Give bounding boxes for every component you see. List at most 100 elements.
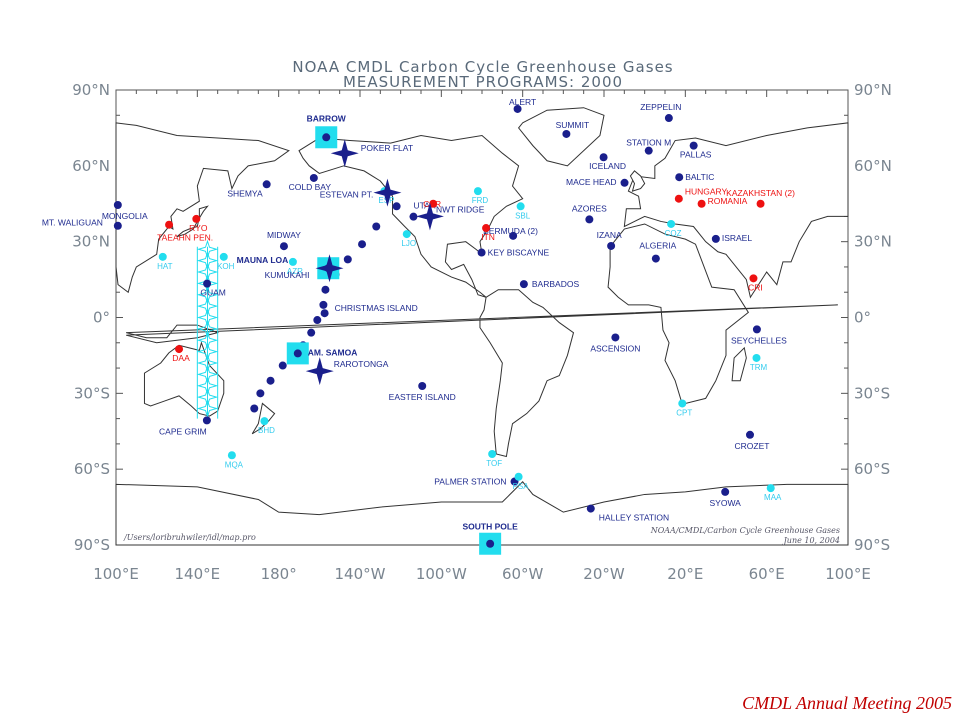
- station-label: KOH: [217, 262, 235, 271]
- station-marker: [766, 484, 775, 493]
- lon-tick-label: 100°E: [93, 565, 139, 583]
- lon-tick-label: 100°W: [416, 565, 467, 583]
- station-label: HUNGARY: [685, 187, 728, 197]
- observatory-label: MAUNA LOA: [237, 255, 289, 265]
- aircraft-site-label: POKER FLAT: [361, 143, 413, 153]
- station-marker: [175, 345, 184, 354]
- landmass-japan: [176, 205, 209, 238]
- cruise-sample-point: [278, 361, 287, 370]
- station-marker: [599, 153, 608, 162]
- cruise-sample-point: [372, 222, 381, 231]
- station-label: LJO: [401, 239, 416, 248]
- station-label: COZ: [665, 229, 682, 238]
- landmass-antarctica: [115, 481, 849, 546]
- landmass-eurasia: [623, 122, 849, 299]
- station-label: MAA: [764, 493, 782, 502]
- cruise-sample-point: [256, 389, 265, 398]
- lat-tick-label-left: 30°N: [72, 233, 110, 251]
- lon-tick-label: 100°E: [825, 565, 871, 583]
- cruise-sample-point: [313, 316, 322, 325]
- station-label: MONGOLIA: [102, 211, 148, 221]
- station-label: AZORES: [572, 203, 607, 213]
- aircraft-site-label: ESTEVAN PT.: [320, 190, 374, 200]
- observatory-label: SOUTH POLE: [463, 522, 519, 532]
- ship-sample-star: [196, 251, 219, 271]
- cruise-sample-point: [358, 240, 367, 249]
- station-marker: [409, 212, 418, 221]
- station-marker: [674, 194, 683, 203]
- station-marker: [429, 199, 438, 208]
- station-label: ROMANIA: [708, 196, 748, 206]
- lat-tick-label-right: 60°S: [854, 460, 890, 478]
- landmass-asia-east: [115, 122, 290, 294]
- ship-sample-star: [196, 364, 219, 384]
- station-marker: [113, 201, 122, 210]
- station-marker: [675, 173, 684, 182]
- observatory-label: AM. SAMOA: [308, 347, 358, 357]
- ship-sample-star: [196, 285, 219, 305]
- landmass-uk: [629, 170, 646, 192]
- station-label: ZEPPELIN: [640, 102, 681, 112]
- footer-caption: CMDL Annual Meeting 2005: [742, 693, 952, 713]
- station-label: CAPE GRIM: [159, 426, 207, 436]
- aircraft-site-label: RAROTONGA: [334, 359, 389, 369]
- axis-labels: 100°E 140°E 180° 140°W 100°W 60°W 20°W 20°E 60°E…: [72, 81, 892, 583]
- aircraft-site-star: [330, 139, 359, 168]
- station-marker: [477, 248, 486, 257]
- ship-sample-star: [196, 387, 219, 407]
- ship-sample-star: [196, 307, 219, 328]
- station-label: ASCENSION: [590, 343, 640, 353]
- station-marker: [260, 417, 269, 426]
- station-label: FRD: [472, 196, 489, 205]
- cruise-sample-point: [343, 255, 352, 264]
- station-label: GUAM: [200, 288, 226, 298]
- station-label: ISRAEL: [722, 233, 753, 243]
- station-label: CROZET: [735, 441, 770, 451]
- lat-tick-label-left: 60°S: [74, 460, 110, 478]
- station-marker: [678, 399, 687, 408]
- station-marker: [418, 382, 427, 391]
- credit-right-line1: NOAA/CMDL/Carbon Cycle Greenhouse Gases: [650, 526, 840, 535]
- cruise-sample-point: [321, 285, 330, 294]
- station-label: HALLEY STATION: [599, 513, 669, 523]
- station-marker: [262, 180, 271, 189]
- station-label: BERMUDA (2): [483, 226, 538, 236]
- lat-tick-label-right: 90°S: [854, 536, 890, 554]
- cruise-sample-point: [319, 300, 328, 309]
- lon-tick-label: 20°E: [667, 565, 703, 583]
- station-label: TAEAHN PEN.: [157, 233, 213, 243]
- map-title-line2: MEASUREMENT PROGRAMS: 2000: [343, 73, 623, 91]
- station-label: CAR: [423, 199, 441, 209]
- station-label: ALGERIA: [639, 241, 676, 251]
- station-marker: [488, 450, 497, 458]
- landmass-africa: [607, 223, 750, 404]
- station-marker: [482, 224, 491, 233]
- lon-tick-label: 60°W: [502, 565, 544, 583]
- station-marker: [749, 274, 758, 283]
- station-marker: [711, 234, 720, 243]
- station-marker: [721, 487, 730, 496]
- station-marker: [689, 141, 698, 150]
- station-label: SUMMIT: [556, 120, 590, 130]
- station-label: SYOWA: [710, 498, 742, 508]
- station-label: PSA: [513, 482, 530, 491]
- station-label: DAA: [172, 353, 190, 363]
- station-marker: [514, 472, 523, 481]
- lon-tick-label: 180°: [261, 565, 297, 583]
- station-marker: [586, 504, 595, 513]
- station-label: MIDWAY: [267, 230, 301, 240]
- station-label: TRM: [750, 363, 768, 372]
- station-label: EASTER ISLAND: [389, 392, 456, 402]
- station-marker: [309, 173, 318, 182]
- aircraft-sites: POKER FLAT ESTEVAN PT. NWT RIDGE RAROTONGA K…: [265, 139, 485, 386]
- station-marker: [562, 129, 571, 138]
- station-label: SHEMYA: [227, 188, 263, 198]
- station-label: CHRISTMAS ISLAND: [335, 303, 418, 313]
- station-label: COLD BAY: [289, 182, 332, 192]
- station-label: MT. WALIGUAN: [42, 218, 103, 228]
- station-label: HAT: [157, 262, 173, 271]
- station-marker: [585, 215, 594, 224]
- station-marker: [509, 231, 518, 240]
- station-marker: [516, 202, 525, 211]
